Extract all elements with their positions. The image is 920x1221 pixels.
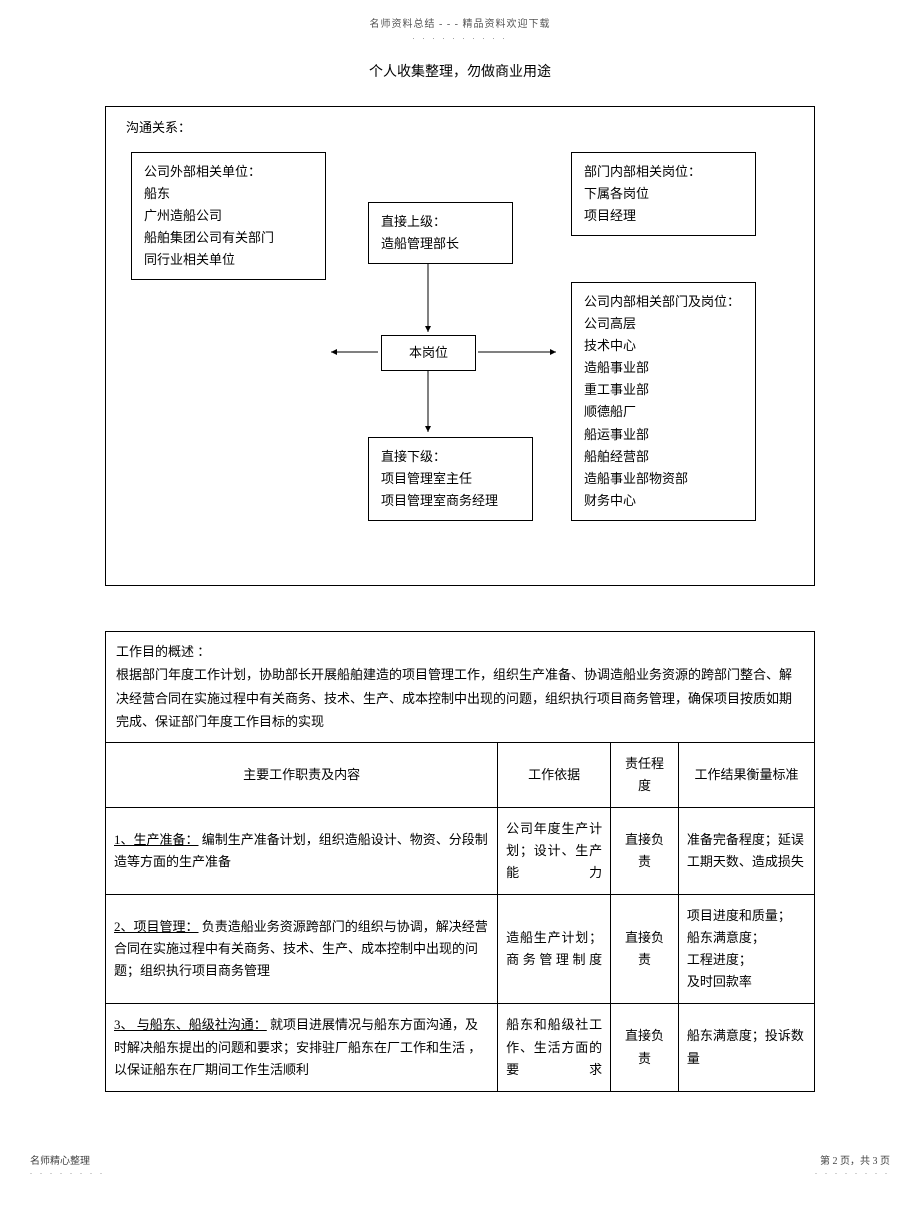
external-item: 广州造船公司: [144, 205, 313, 227]
cell-resp: 直接负责: [611, 1004, 679, 1091]
sub-item: 项目管理室商务经理: [381, 490, 520, 512]
dept-internal-box: 部门内部相关岗位： 下属各岗位 项目经理: [571, 152, 756, 236]
cell-main: 1、生产准备： 编制生产准备计划，组织造船设计、物资、分段制造等方面的生产准备: [106, 807, 498, 894]
cell-resp: 直接负责: [611, 895, 679, 1004]
purpose-label: 工作目的概述 ：: [116, 644, 210, 659]
table-row: 2、项目管理： 负责造船业务资源跨部门的组织与协调，解决经营合同在实施过程中有关…: [106, 895, 814, 1004]
dept-item: 项目经理: [584, 205, 743, 227]
superior-value: 造船管理部长: [381, 233, 500, 255]
external-units-box: 公司外部相关单位： 船东 广州造船公司 船舶集团公司有关部门 同行业相关单位: [131, 152, 326, 280]
external-item: 船舶集团公司有关部门: [144, 227, 313, 249]
footer-left: 名师精心整理: [30, 1152, 90, 1167]
sub-item: 项目管理室主任: [381, 468, 520, 490]
co-item: 技术中心: [584, 335, 743, 357]
cell-resp: 直接负责: [611, 807, 679, 894]
dept-item: 下属各岗位: [584, 183, 743, 205]
footer-right: 第 2 页，共 3 页: [820, 1152, 890, 1167]
row-title: 3、 与船东、船级社沟通：: [114, 1017, 267, 1032]
co-item: 船舶经营部: [584, 446, 743, 468]
page-footer: 名师精心整理 第 2 页，共 3 页: [20, 1152, 900, 1167]
cell-basis: 船东和船级社工作、生活方面的要求: [498, 1004, 611, 1091]
superior-box: 直接上级： 造船管理部长: [368, 202, 513, 264]
purpose-text: 根据部门年度工作计划，协助部长开展船舶建造的项目管理工作，组织生产准备、协调造船…: [116, 667, 792, 729]
external-title: 公司外部相关单位：: [144, 161, 313, 183]
footer-dots-left: . . . . . . . .: [30, 1167, 105, 1176]
comm-label: 沟通关系：: [126, 117, 794, 136]
work-purpose: 工作目的概述 ： 根据部门年度工作计划，协助部长开展船舶建造的项目管理工作，组织…: [106, 632, 814, 742]
co-item: 造船事业部物资部: [584, 468, 743, 490]
self-box: 本岗位: [381, 335, 476, 371]
footer-dots: . . . . . . . . . . . . . . . .: [20, 1167, 900, 1176]
work-section: 工作目的概述 ： 根据部门年度工作计划，协助部长开展船舶建造的项目管理工作，组织…: [105, 631, 815, 1092]
dept-title: 部门内部相关岗位：: [584, 161, 743, 183]
row-title: 1、生产准备：: [114, 832, 199, 847]
communication-diagram: 沟通关系： 公司外部相关单位： 船东 广州造船公司 船舶集团公司有关部门 同行业…: [105, 106, 815, 586]
external-item: 船东: [144, 183, 313, 205]
company-internal-box: 公司内部相关部门及岗位： 公司高层 技术中心 造船事业部 重工事业部 顺德船厂 …: [571, 282, 756, 521]
cell-basis: 公司年度生产计划；设计、生产能力: [498, 807, 611, 894]
footer-dots-right: . . . . . . . .: [815, 1167, 890, 1176]
external-item: 同行业相关单位: [144, 249, 313, 271]
th-basis: 工作依据: [498, 742, 611, 807]
cell-main: 2、项目管理： 负责造船业务资源跨部门的组织与协调，解决经营合同在实施过程中有关…: [106, 895, 498, 1004]
table-header-row: 主要工作职责及内容 工作依据 责任程度 工作结果衡量标准: [106, 742, 814, 807]
cell-measure: 船东满意度；投诉数量: [678, 1004, 814, 1091]
cell-main: 3、 与船东、船级社沟通： 就项目进展情况与船东方面沟通，及时解决船东提出的问题…: [106, 1004, 498, 1091]
co-item: 船运事业部: [584, 424, 743, 446]
table-row: 1、生产准备： 编制生产准备计划，组织造船设计、物资、分段制造等方面的生产准备 …: [106, 807, 814, 894]
subordinate-box: 直接下级： 项目管理室主任 项目管理室商务经理: [368, 437, 533, 521]
top-header: 名师资料总结 - - - 精品资料欢迎下载: [20, 15, 900, 30]
th-measure: 工作结果衡量标准: [678, 742, 814, 807]
cell-basis: 造船生产计划；商务管理制度: [498, 895, 611, 1004]
sub-label: 直接下级：: [381, 446, 520, 468]
co-item: 财务中心: [584, 490, 743, 512]
co-item: 顺德船厂: [584, 401, 743, 423]
co-item: 公司高层: [584, 313, 743, 335]
cell-measure: 准备完备程度；延误工期天数、造成损失: [678, 807, 814, 894]
table-row: 3、 与船东、船级社沟通： 就项目进展情况与船东方面沟通，及时解决船东提出的问题…: [106, 1004, 814, 1091]
page-title: 个人收集整理，勿做商业用途: [20, 61, 900, 81]
work-table: 主要工作职责及内容 工作依据 责任程度 工作结果衡量标准 1、生产准备： 编制生…: [106, 742, 814, 1091]
co-title: 公司内部相关部门及岗位：: [584, 291, 743, 313]
top-header-dots: . . . . . . . . . .: [20, 32, 900, 41]
superior-label: 直接上级：: [381, 211, 500, 233]
th-main: 主要工作职责及内容: [106, 742, 498, 807]
co-item: 造船事业部: [584, 357, 743, 379]
self-label: 本岗位: [409, 345, 448, 360]
co-item: 重工事业部: [584, 379, 743, 401]
th-resp: 责任程度: [611, 742, 679, 807]
cell-measure: 项目进度和质量； 船东满意度； 工程进度； 及时回款率: [678, 895, 814, 1004]
row-title: 2、项目管理：: [114, 919, 199, 934]
